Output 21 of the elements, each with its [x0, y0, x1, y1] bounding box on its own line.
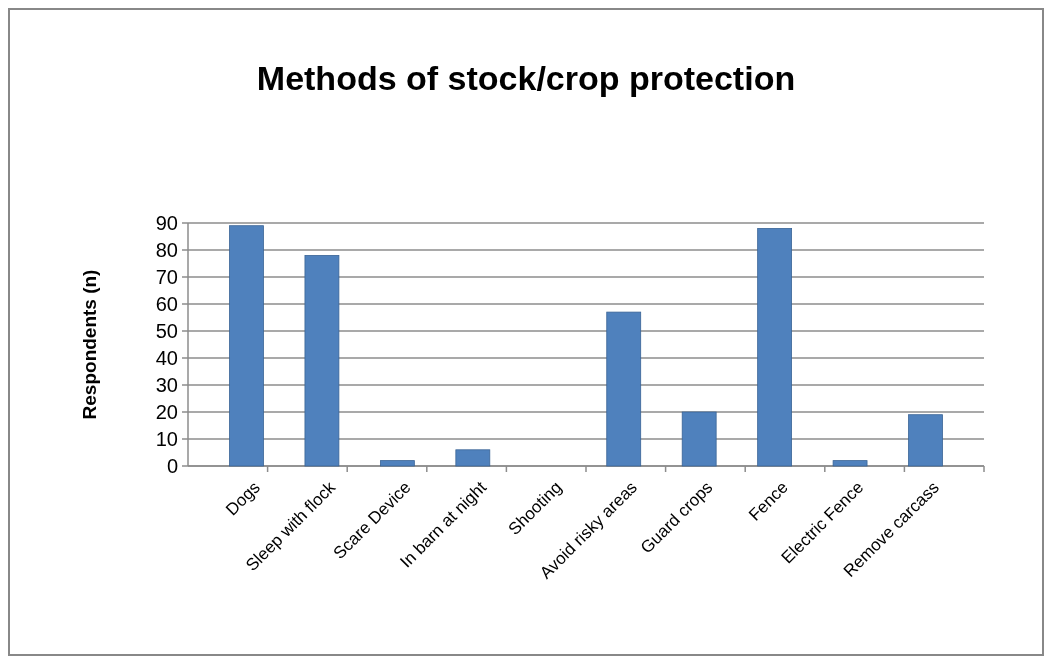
y-tick-label: 30 [155, 374, 178, 396]
y-tick-label: 70 [155, 266, 178, 288]
y-axis-title: Respondents (n) [79, 269, 100, 420]
y-tick-label: 20 [155, 401, 178, 423]
bar [229, 225, 264, 467]
y-tick-label: 0 [166, 455, 178, 477]
y-tick-label: 80 [155, 239, 178, 261]
bar [832, 460, 868, 467]
bar [606, 311, 642, 467]
bar [455, 449, 491, 467]
bar [757, 228, 792, 467]
bar [380, 460, 415, 467]
bar [681, 411, 717, 467]
y-tick-label: 90 [155, 212, 178, 234]
bar [304, 255, 340, 467]
y-tick-label: 10 [155, 428, 178, 450]
y-tick-label: 40 [155, 347, 178, 369]
chart-title: Methods of stock/crop protection [256, 59, 796, 97]
y-tick-label: 60 [155, 293, 178, 315]
bar [908, 414, 943, 467]
y-tick-label: 50 [155, 320, 178, 342]
